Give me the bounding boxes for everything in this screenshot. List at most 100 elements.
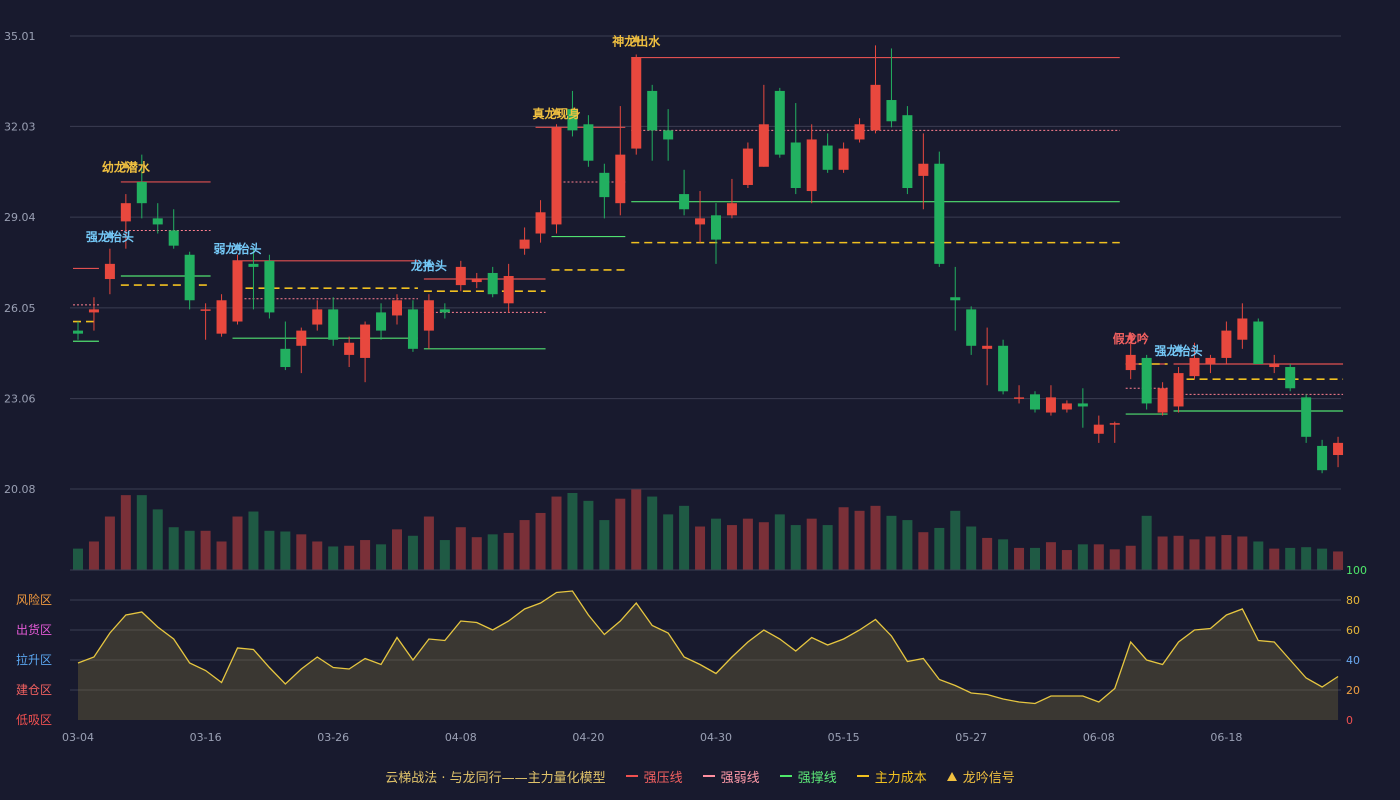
date-tick-label: 04-20 xyxy=(572,731,604,744)
candle-body xyxy=(1141,357,1152,404)
candle-body xyxy=(1173,373,1184,407)
candle-body xyxy=(73,330,83,334)
candle-body xyxy=(120,203,131,222)
price-tick-label: 20.08 xyxy=(4,483,36,496)
candle-body xyxy=(774,90,785,155)
volume-bar xyxy=(966,526,977,570)
legend-cost: 主力成本 xyxy=(856,767,927,786)
candle-body xyxy=(806,139,817,192)
candle-body xyxy=(1077,403,1088,407)
candle-body xyxy=(631,57,642,149)
volume-bar xyxy=(1333,551,1344,570)
date-tick-label: 03-16 xyxy=(190,731,222,744)
candle-body xyxy=(503,276,514,304)
candle-body xyxy=(1109,423,1120,425)
candle-body xyxy=(455,266,466,286)
candle-body xyxy=(152,218,163,225)
candle-body xyxy=(615,154,626,204)
volume-bar xyxy=(599,520,610,570)
legend-signal: 龙吟信号 xyxy=(946,767,1015,786)
volume-bar xyxy=(1141,515,1152,570)
volume-bar xyxy=(647,496,658,570)
date-tick-label: 06-18 xyxy=(1210,731,1242,744)
date-tick-label: 06-08 xyxy=(1083,731,1115,744)
signal-label: 假龙吟 xyxy=(1113,331,1149,346)
signal-triangle xyxy=(105,230,114,239)
signal-label: 幼龙潜水 xyxy=(102,159,151,174)
signal-triangle xyxy=(121,160,130,169)
volume-bar xyxy=(726,525,737,570)
volume-bar xyxy=(136,495,147,570)
volume-bar xyxy=(88,541,99,570)
candle-body xyxy=(966,309,977,346)
legend-cost-label: 主力成本 xyxy=(874,770,927,786)
volume-bar xyxy=(312,541,323,570)
candle-body xyxy=(1301,397,1312,437)
candle-body xyxy=(599,172,610,198)
volume-bar xyxy=(248,511,259,570)
volume-bar xyxy=(280,531,291,570)
date-axis: 03-04 03-16 03-26 04-08 04-20 04-30 05-15 05-27… xyxy=(62,731,1242,744)
candle-body xyxy=(423,300,434,331)
volume-bar xyxy=(982,537,993,570)
volume-bar xyxy=(1045,542,1056,570)
volume-bar xyxy=(567,492,578,570)
signal-label: 真龙现身 xyxy=(532,106,580,121)
volume-bar xyxy=(583,500,594,570)
volume-bar xyxy=(535,512,546,570)
volume-bar xyxy=(200,530,211,570)
signal-label: 龙抬头 xyxy=(411,258,447,273)
pressure-swatch xyxy=(625,775,638,777)
volume-bar xyxy=(695,526,706,570)
price-tick-label: 23.06 xyxy=(4,393,36,406)
signal-triangle xyxy=(233,242,242,251)
volume-bar xyxy=(376,544,387,570)
candle-body xyxy=(1253,321,1264,364)
cost-swatch xyxy=(856,775,869,777)
volume-bar xyxy=(1109,549,1120,570)
candle-body xyxy=(519,239,530,249)
volume-bar xyxy=(423,516,434,570)
volume-bar xyxy=(854,510,865,570)
legend-signal-label: 龙吟信号 xyxy=(962,770,1015,786)
candle-body xyxy=(1045,397,1056,413)
volume-bar xyxy=(902,520,913,570)
candle-body xyxy=(439,309,450,313)
candle-body xyxy=(344,342,355,355)
volume-bar xyxy=(615,498,626,570)
volume-bar xyxy=(1285,547,1296,570)
emotion-zone-label: 建仓区 xyxy=(16,683,52,697)
candle-body xyxy=(950,297,961,301)
date-tick-label: 03-26 xyxy=(317,731,349,744)
volume-bar xyxy=(1014,547,1025,570)
volume-bar xyxy=(918,532,929,570)
volume-bar xyxy=(519,520,530,570)
signal-label: 强龙抬头 xyxy=(86,229,134,244)
volume-bar xyxy=(551,496,562,570)
candle-body xyxy=(168,230,179,246)
candle-body xyxy=(376,312,387,331)
candle-body xyxy=(535,212,546,234)
candle-body xyxy=(886,100,897,122)
candle-body xyxy=(679,194,690,210)
candle-body xyxy=(567,109,578,131)
volume-bar xyxy=(487,534,498,570)
emotion-tick-label: 40 xyxy=(1346,654,1360,667)
signal-triangle xyxy=(424,258,433,267)
candle-body xyxy=(200,309,211,311)
candle-body xyxy=(232,260,243,322)
candle-body xyxy=(407,309,418,349)
volume-bar xyxy=(1205,536,1216,570)
candle-body xyxy=(280,348,291,368)
emotion-tick-label: 80 xyxy=(1346,594,1360,607)
candle-body xyxy=(104,263,115,280)
volume-bar xyxy=(758,522,769,570)
candle-body xyxy=(695,218,706,225)
volume-bar xyxy=(1157,536,1168,570)
volume-bar xyxy=(1189,539,1200,570)
grid-lines xyxy=(70,35,1341,490)
volume-bar xyxy=(1173,535,1184,570)
candle-body xyxy=(822,145,833,170)
candle-body xyxy=(663,130,674,140)
